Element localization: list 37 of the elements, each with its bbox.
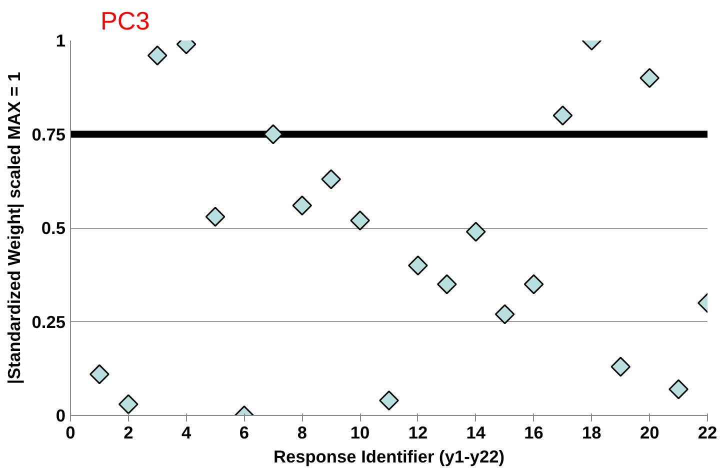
y-tick-label: 1 [56, 30, 66, 50]
point [436, 274, 457, 294]
point [640, 68, 660, 88]
point [90, 364, 110, 384]
point [118, 394, 138, 414]
x-tick-label: 10 [350, 422, 370, 442]
point [668, 379, 688, 400]
y-tick-label: 0.5 [41, 218, 66, 238]
point [321, 169, 342, 190]
point [552, 106, 573, 126]
chart-title: PC3 [100, 8, 150, 36]
x-tick-label: 18 [582, 422, 602, 442]
point [292, 196, 312, 216]
point [610, 356, 631, 377]
point [147, 46, 168, 66]
point [408, 256, 428, 276]
y-axis-title: |Standardized Weight| scaled MAX = 1 [4, 72, 24, 384]
x-tick-label: 12 [408, 422, 428, 442]
point [524, 274, 544, 294]
y-tick-label: 0.25 [32, 312, 66, 332]
x-tick-label: 16 [524, 422, 544, 442]
x-axis-title: Response Identifier (y1-y22) [273, 446, 505, 466]
point [205, 206, 226, 227]
point [350, 210, 370, 230]
x-tick-label: 2 [124, 422, 134, 442]
y-tick-label: 0 [56, 406, 66, 426]
x-tick-label: 8 [297, 422, 308, 442]
x-tick-label: 20 [640, 422, 660, 442]
x-tick-label: 4 [182, 422, 192, 442]
x-tick-label: 14 [466, 422, 486, 442]
point [379, 390, 399, 410]
point [494, 304, 515, 324]
point [466, 222, 486, 242]
x-tick-label: 22 [698, 422, 718, 442]
x-tick-label: 6 [239, 422, 250, 442]
point [263, 124, 284, 144]
y-tick-label: 0.75 [32, 124, 66, 144]
